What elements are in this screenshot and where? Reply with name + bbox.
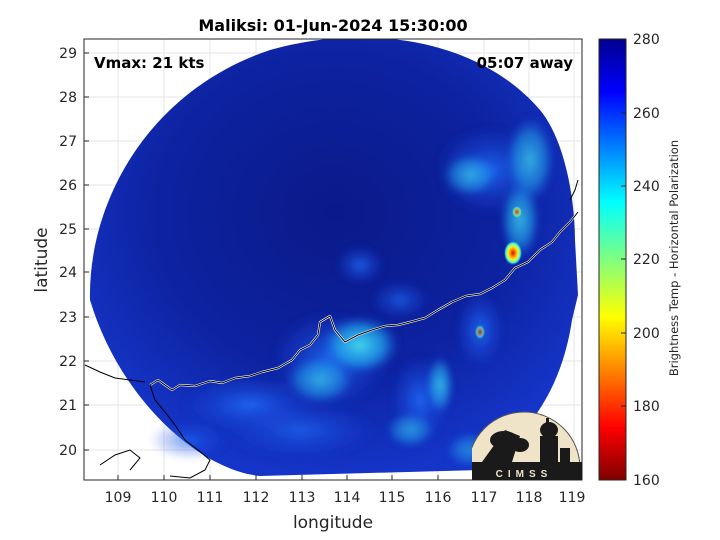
colorbar-tick-label: 160 <box>633 473 660 489</box>
colorbar-tick-label: 220 <box>633 252 660 268</box>
cimss-logo-text: CIMSS <box>496 469 553 480</box>
x-tick-label: 119 <box>559 490 586 506</box>
y-axis-label: latitude <box>32 227 52 292</box>
y-tick-label: 27 <box>59 134 77 150</box>
x-tick-label: 110 <box>151 490 178 506</box>
y-tick-label: 23 <box>59 310 77 326</box>
axes-box <box>83 38 583 481</box>
vmax-label: Vmax: 21 kts <box>94 54 204 72</box>
coastline-black <box>149 211 579 391</box>
colorbar-tick-label: 240 <box>633 179 660 195</box>
cimss-logo: CIMSS <box>472 411 582 480</box>
colorbar-tick-label: 200 <box>633 326 660 342</box>
y-tick-label: 22 <box>59 354 77 370</box>
hainan-peninsula <box>84 364 211 479</box>
x-tick-label: 111 <box>197 490 224 506</box>
x-tick-label: 115 <box>379 490 406 506</box>
x-tick-label: 116 <box>425 490 452 506</box>
y-tick-label: 21 <box>59 398 77 414</box>
x-tick-label: 117 <box>471 490 498 506</box>
x-tick-labels: 109 110 111 112 113 114 115 116 117 118 … <box>105 490 586 506</box>
y-tick-label: 29 <box>59 46 77 62</box>
y-tick-label: 26 <box>59 178 77 194</box>
figure-title: Maliksi: 01-Jun-2024 15:30:00 <box>198 16 467 35</box>
colorbar-tick-label: 280 <box>633 32 660 48</box>
y-tick-label: 20 <box>59 443 77 459</box>
colorbar: 160 180 200 220 240 260 280 Brightness T… <box>598 32 681 489</box>
x-tick-label: 109 <box>105 490 132 506</box>
x-tick-label: 118 <box>516 490 543 506</box>
y-tick-labels: 20 21 22 23 24 25 26 27 28 29 <box>59 46 77 459</box>
colorbar-label: Brightness Temp - Horizontal Polarizatio… <box>667 140 681 376</box>
time-away-label: 05:07 away <box>477 54 574 72</box>
y-tick-label: 25 <box>59 222 77 238</box>
swath <box>84 39 579 479</box>
x-tick-label: 112 <box>243 490 270 506</box>
taiwan-coast <box>569 179 579 201</box>
y-tick-label: 24 <box>59 265 77 281</box>
x-tick-label: 114 <box>334 490 361 506</box>
y-tick-label: 28 <box>59 90 77 106</box>
x-tick-label: 113 <box>289 490 316 506</box>
x-axis-label: longitude <box>293 513 373 533</box>
colorbar-tick-label: 180 <box>633 399 660 415</box>
colorbar-tick-label: 260 <box>633 106 660 122</box>
